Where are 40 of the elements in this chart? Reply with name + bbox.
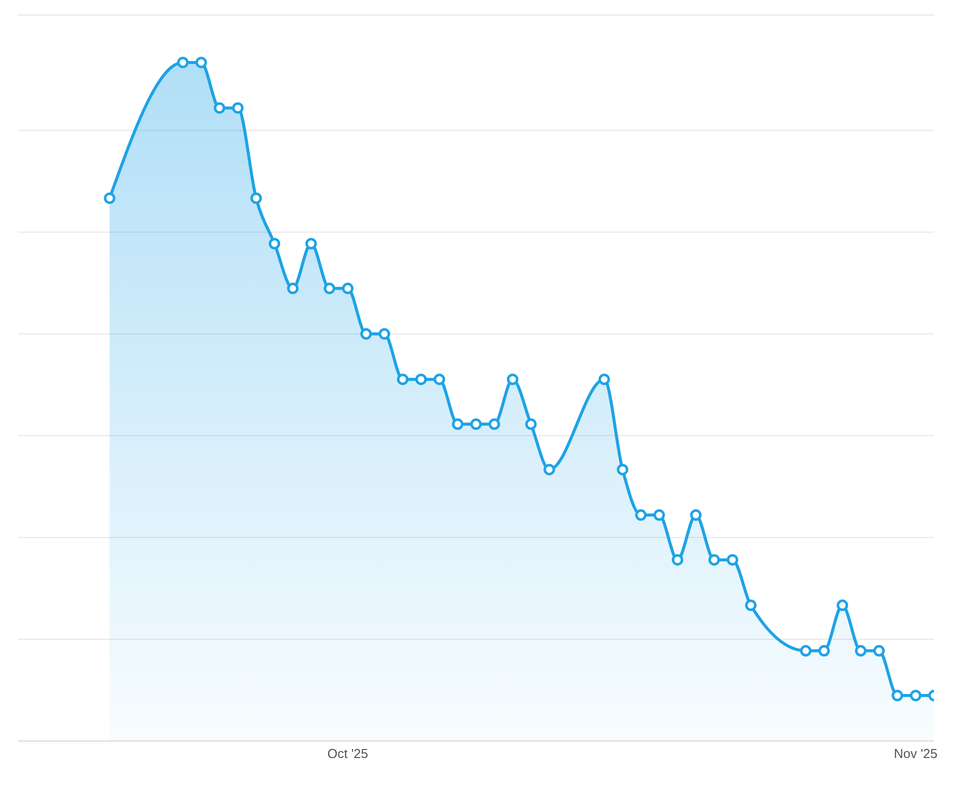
point [232, 102, 244, 114]
point [305, 238, 317, 250]
point [378, 328, 390, 340]
x-tick-label: Oct '25 [327, 746, 368, 762]
point [708, 554, 720, 566]
point [415, 374, 427, 386]
point [690, 509, 702, 521]
point [324, 282, 336, 294]
point [726, 554, 738, 566]
point [598, 374, 610, 386]
point [177, 56, 189, 68]
point [653, 509, 665, 521]
x-tick-label: Nov '25 [894, 746, 938, 762]
point [268, 238, 280, 250]
point [818, 645, 830, 657]
point [544, 464, 556, 476]
point [195, 56, 207, 68]
point [342, 282, 354, 294]
point [488, 418, 500, 430]
point [616, 464, 628, 476]
point [836, 600, 848, 612]
point [910, 690, 922, 702]
point [104, 192, 116, 204]
point [745, 600, 757, 612]
point [287, 282, 299, 294]
point [396, 374, 408, 386]
point [525, 418, 537, 430]
point [892, 690, 904, 702]
point [873, 645, 885, 657]
point [360, 328, 372, 340]
point [854, 645, 866, 657]
point [250, 192, 262, 204]
point [800, 645, 812, 657]
point [506, 374, 518, 386]
point [434, 374, 446, 386]
point [635, 509, 647, 521]
point [452, 418, 464, 430]
point [470, 418, 482, 430]
point [672, 554, 684, 566]
point [214, 102, 226, 114]
